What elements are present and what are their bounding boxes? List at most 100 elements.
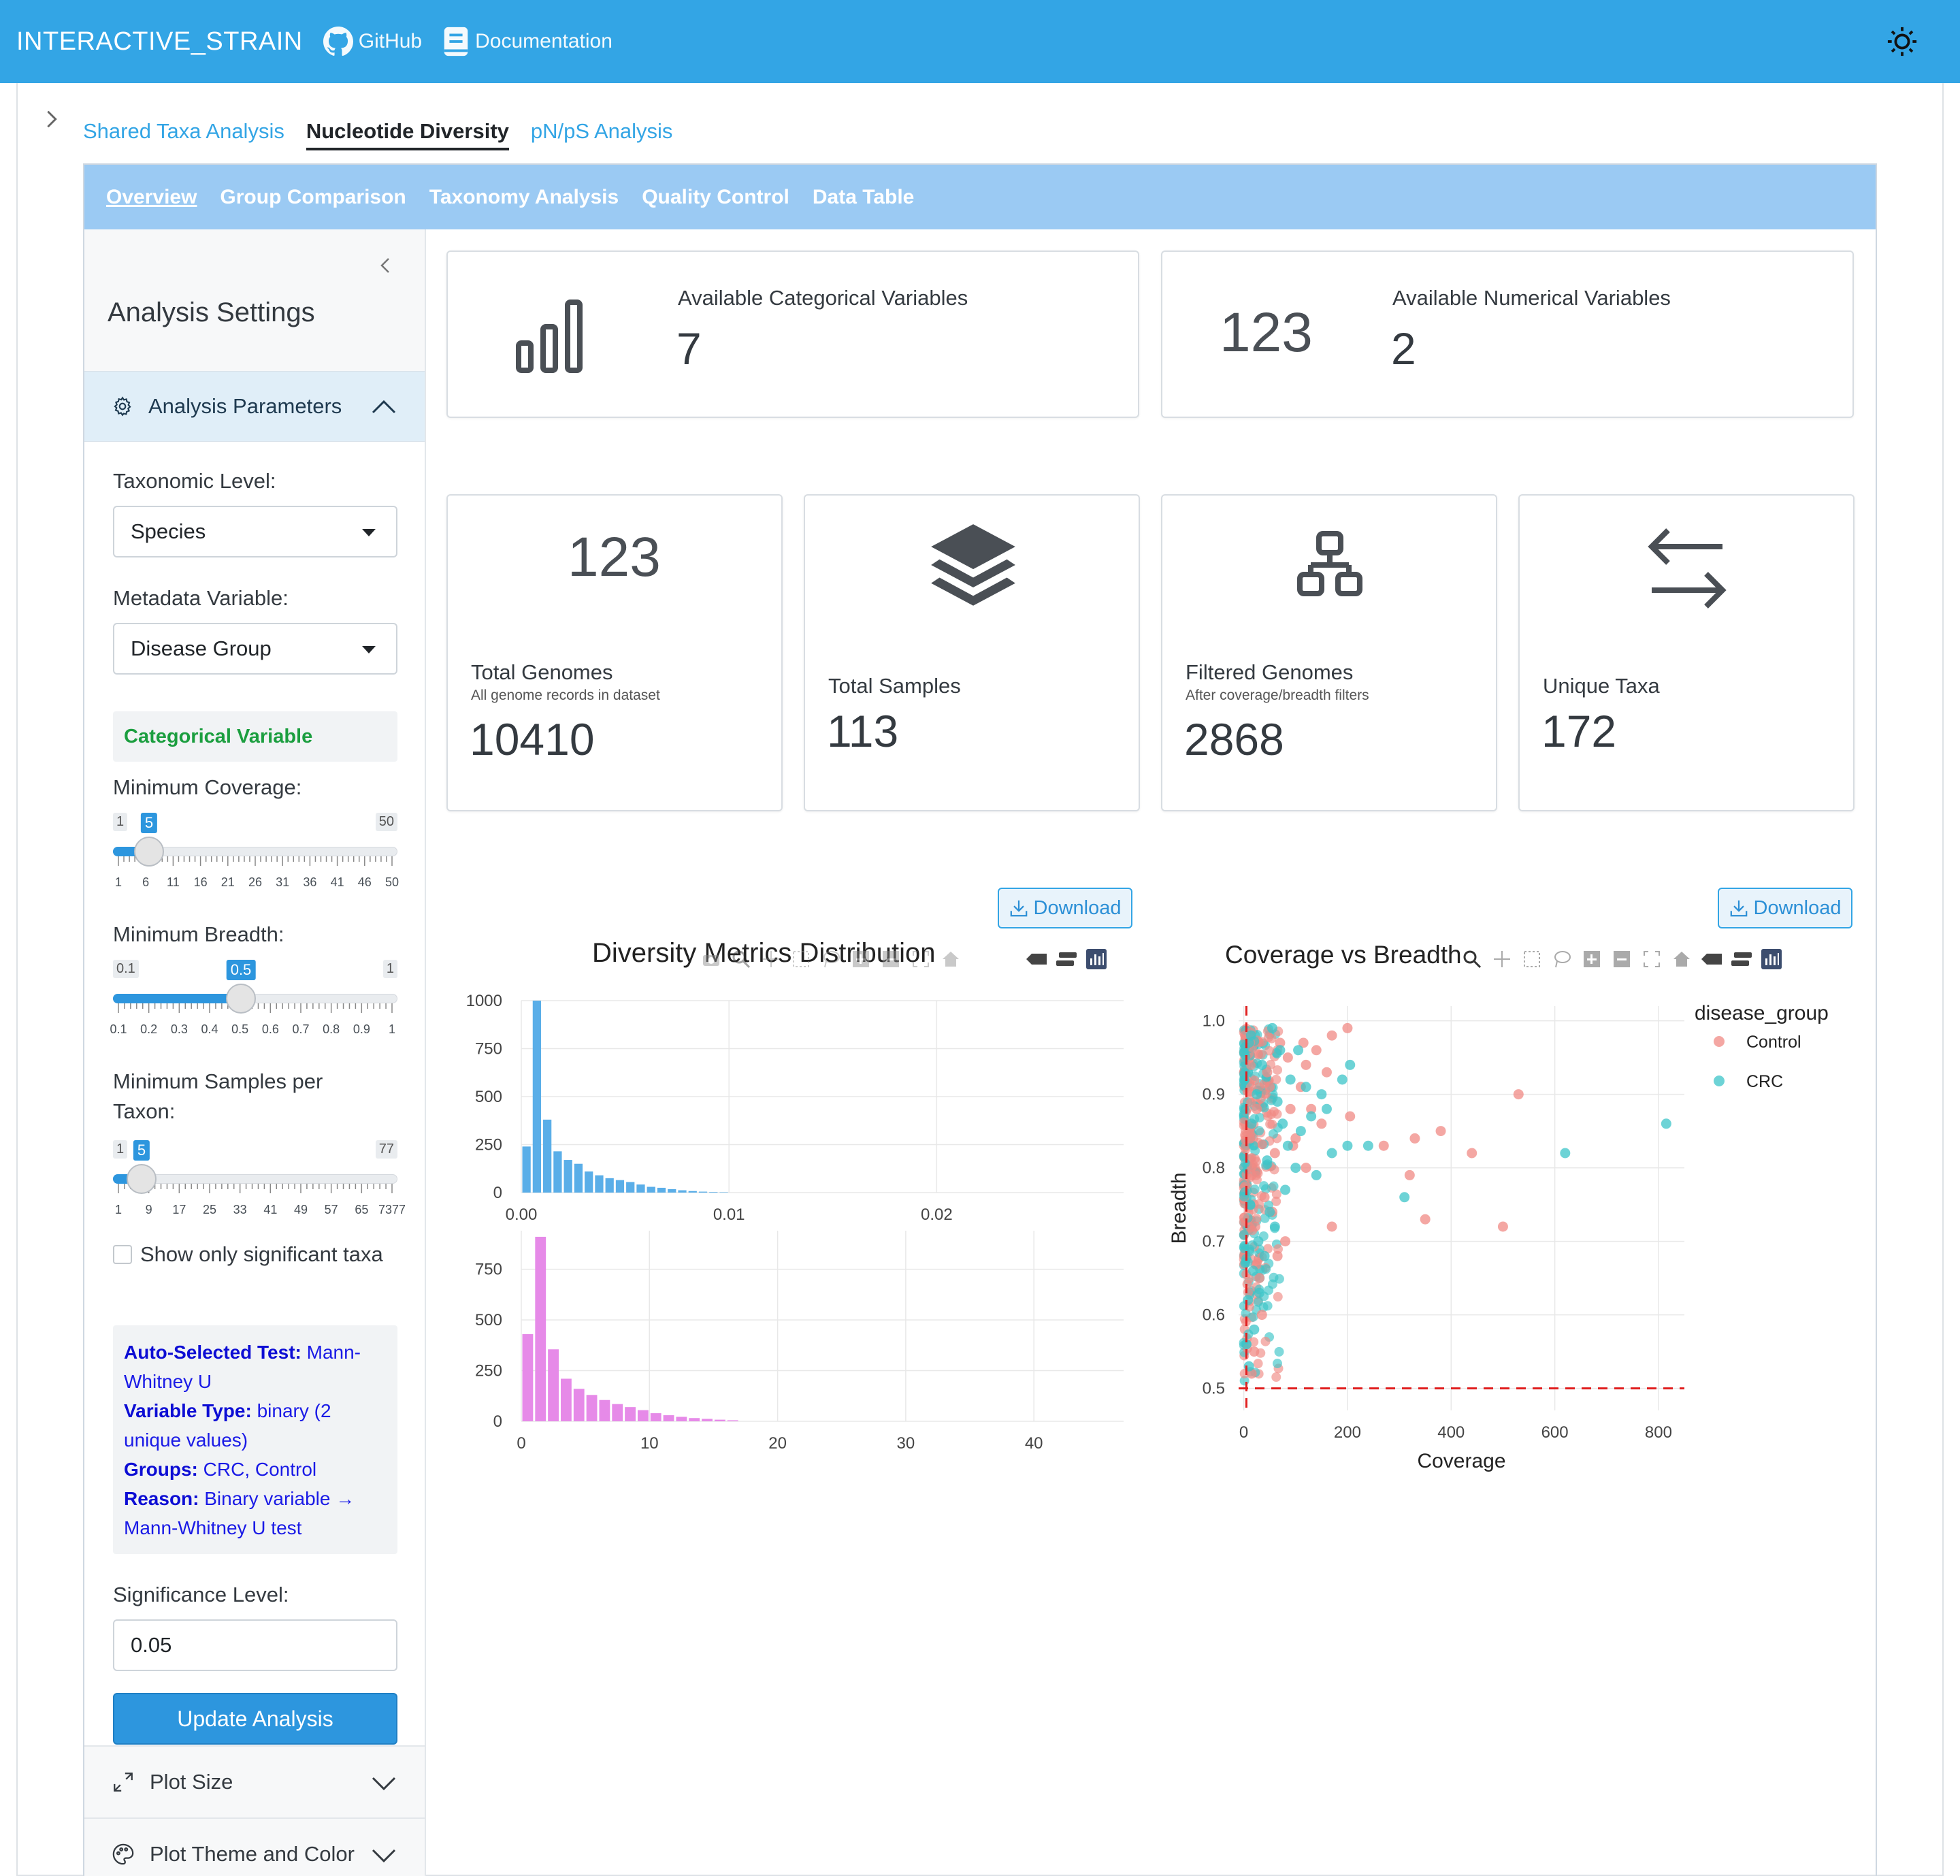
min-coverage-slider[interactable]: 1 50 5 1 6 11 16 21 26 31 36 41 46 50 <box>113 813 399 894</box>
histogram-bar[interactable] <box>564 1160 572 1193</box>
scatter-point-crc[interactable] <box>1241 1339 1252 1350</box>
histogram-bar[interactable] <box>702 1419 713 1421</box>
scatter-point-crc[interactable] <box>1272 1096 1283 1107</box>
scatter-point-crc[interactable] <box>1326 1148 1337 1159</box>
github-link[interactable]: GitHub <box>323 27 422 56</box>
plot-theme-header[interactable]: Plot Theme and Color <box>84 1817 425 1876</box>
scatter-point-control[interactable] <box>1513 1089 1524 1100</box>
min-samples-slider[interactable]: 1 77 5 1 9 17 25 33 41 49 57 65 7377 <box>113 1140 406 1222</box>
scatter-point-control[interactable] <box>1280 1236 1291 1247</box>
scatter-point-crc[interactable] <box>1253 1236 1264 1247</box>
significant-only-row[interactable]: Show only significant taxa <box>113 1242 383 1267</box>
scatter-point-control[interactable] <box>1246 1169 1257 1180</box>
histogram-bar[interactable] <box>688 1191 697 1193</box>
scatter-point-crc[interactable] <box>1301 1082 1311 1093</box>
scatter-point-control[interactable] <box>1256 1310 1267 1321</box>
scatter-point-control[interactable] <box>1272 1250 1283 1261</box>
histogram-bar[interactable] <box>586 1395 598 1421</box>
significance-input[interactable]: 0.05 <box>113 1619 397 1671</box>
histogram-bar[interactable] <box>532 1001 542 1193</box>
scatter-point-control[interactable] <box>1497 1221 1508 1232</box>
scatter-point-control[interactable] <box>1321 1067 1332 1078</box>
scatter-point-crc[interactable] <box>1245 1199 1256 1210</box>
metadata-variable-select[interactable]: Disease Group <box>113 623 397 675</box>
histogram-bar[interactable] <box>599 1400 610 1421</box>
legend-item-label[interactable]: Control <box>1746 1033 1801 1052</box>
zoom-in-icon[interactable] <box>851 949 871 969</box>
chevron-right-icon[interactable] <box>44 109 60 129</box>
scatter-point-control[interactable] <box>1378 1140 1389 1151</box>
scatter-point-crc[interactable] <box>1264 1206 1275 1217</box>
box-select-icon[interactable] <box>1522 949 1542 969</box>
scatter-point-crc[interactable] <box>1269 1221 1280 1232</box>
scatter-point-crc[interactable] <box>1295 1126 1306 1137</box>
scatter-point-crc[interactable] <box>1399 1192 1410 1203</box>
box-select-icon[interactable] <box>791 949 811 969</box>
histogram-bar[interactable] <box>714 1419 725 1421</box>
zoom-icon[interactable] <box>731 949 751 969</box>
histogram-bar[interactable] <box>573 1389 585 1421</box>
plot-size-header[interactable]: Plot Size <box>84 1745 425 1817</box>
histogram-bar[interactable] <box>637 1410 649 1421</box>
download-diversity-button[interactable]: Download <box>998 888 1132 928</box>
histogram-bar[interactable] <box>650 1413 662 1421</box>
scatter-point-control[interactable] <box>1249 1346 1260 1357</box>
autoscale-icon[interactable] <box>1642 949 1662 969</box>
min-breadth-slider[interactable]: 0.1 1 0.5 0.1 0.2 0.3 0.4 0.5 0.6 0.7 0.8 0.9 1 <box>110 960 397 1041</box>
tab-pnps[interactable]: pN/pS Analysis <box>530 119 673 143</box>
scatter-point-control[interactable] <box>1275 1037 1286 1048</box>
zoom-in-icon[interactable] <box>1582 949 1602 969</box>
scatter-point-crc[interactable] <box>1247 1265 1258 1276</box>
scatter-point-control[interactable] <box>1467 1148 1477 1159</box>
scatter-point-control[interactable] <box>1254 1273 1264 1284</box>
scatter-point-crc[interactable] <box>1321 1103 1332 1114</box>
scatter-point-control[interactable] <box>1262 1067 1273 1078</box>
scatter-point-control[interactable] <box>1311 1045 1322 1056</box>
scatter-point-crc[interactable] <box>1249 1324 1260 1335</box>
scatter-point-control[interactable] <box>1250 1221 1260 1232</box>
scatter-point-control[interactable] <box>1409 1133 1420 1144</box>
legend-marker[interactable] <box>1714 1076 1725 1086</box>
scatter-point-crc[interactable] <box>1282 1140 1293 1151</box>
scatter-point-control[interactable] <box>1420 1214 1431 1225</box>
subtab-taxonomy-analysis[interactable]: Taxonomy Analysis <box>429 185 619 208</box>
histogram-bar[interactable] <box>678 1190 687 1193</box>
scatter-point-crc[interactable] <box>1259 1250 1270 1261</box>
lasso-icon[interactable] <box>821 949 841 969</box>
histogram-bar[interactable] <box>657 1187 666 1193</box>
scatter-point-control[interactable] <box>1301 1059 1311 1070</box>
histogram-bar[interactable] <box>615 1180 625 1193</box>
histogram-bar[interactable] <box>595 1175 604 1193</box>
scatter-point-control[interactable] <box>1285 1103 1296 1114</box>
histogram-bar[interactable] <box>626 1182 635 1193</box>
scatter-point-crc[interactable] <box>1254 1287 1264 1298</box>
scatter-point-control[interactable] <box>1252 1103 1262 1114</box>
download-scatter-button[interactable]: Download <box>1718 888 1852 928</box>
histogram-bar[interactable] <box>612 1404 623 1421</box>
scatter-point-crc[interactable] <box>1345 1059 1356 1070</box>
scatter-point-crc[interactable] <box>1280 1184 1291 1195</box>
histogram-bar[interactable] <box>548 1349 559 1421</box>
zoom-icon[interactable] <box>1462 949 1482 969</box>
histogram-bar[interactable] <box>574 1163 583 1193</box>
scatter-point-crc[interactable] <box>1262 1155 1273 1166</box>
zoom-out-icon[interactable] <box>881 949 901 969</box>
scatter-point-control[interactable] <box>1342 1022 1353 1033</box>
subtab-overview[interactable]: Overview <box>106 185 197 208</box>
histogram-bar[interactable] <box>668 1188 676 1193</box>
histogram-bar[interactable] <box>522 1146 531 1193</box>
histogram-bar[interactable] <box>605 1178 614 1193</box>
theme-toggle[interactable] <box>1886 26 1918 57</box>
camera-icon[interactable] <box>701 949 721 969</box>
histogram-bar[interactable] <box>719 1192 728 1193</box>
histogram-bar[interactable] <box>543 1119 552 1193</box>
histogram-bar[interactable] <box>535 1236 546 1421</box>
scatter-point-crc[interactable] <box>1293 1045 1304 1056</box>
home-icon[interactable] <box>941 949 961 969</box>
scatter-point-crc[interactable] <box>1285 1074 1296 1085</box>
autoscale-icon[interactable] <box>911 949 931 969</box>
scatter-point-control[interactable] <box>1259 1192 1270 1203</box>
scatter-point-crc[interactable] <box>1316 1089 1327 1100</box>
scatter-point-control[interactable] <box>1326 1221 1337 1232</box>
scatter-point-control[interactable] <box>1306 1103 1317 1114</box>
